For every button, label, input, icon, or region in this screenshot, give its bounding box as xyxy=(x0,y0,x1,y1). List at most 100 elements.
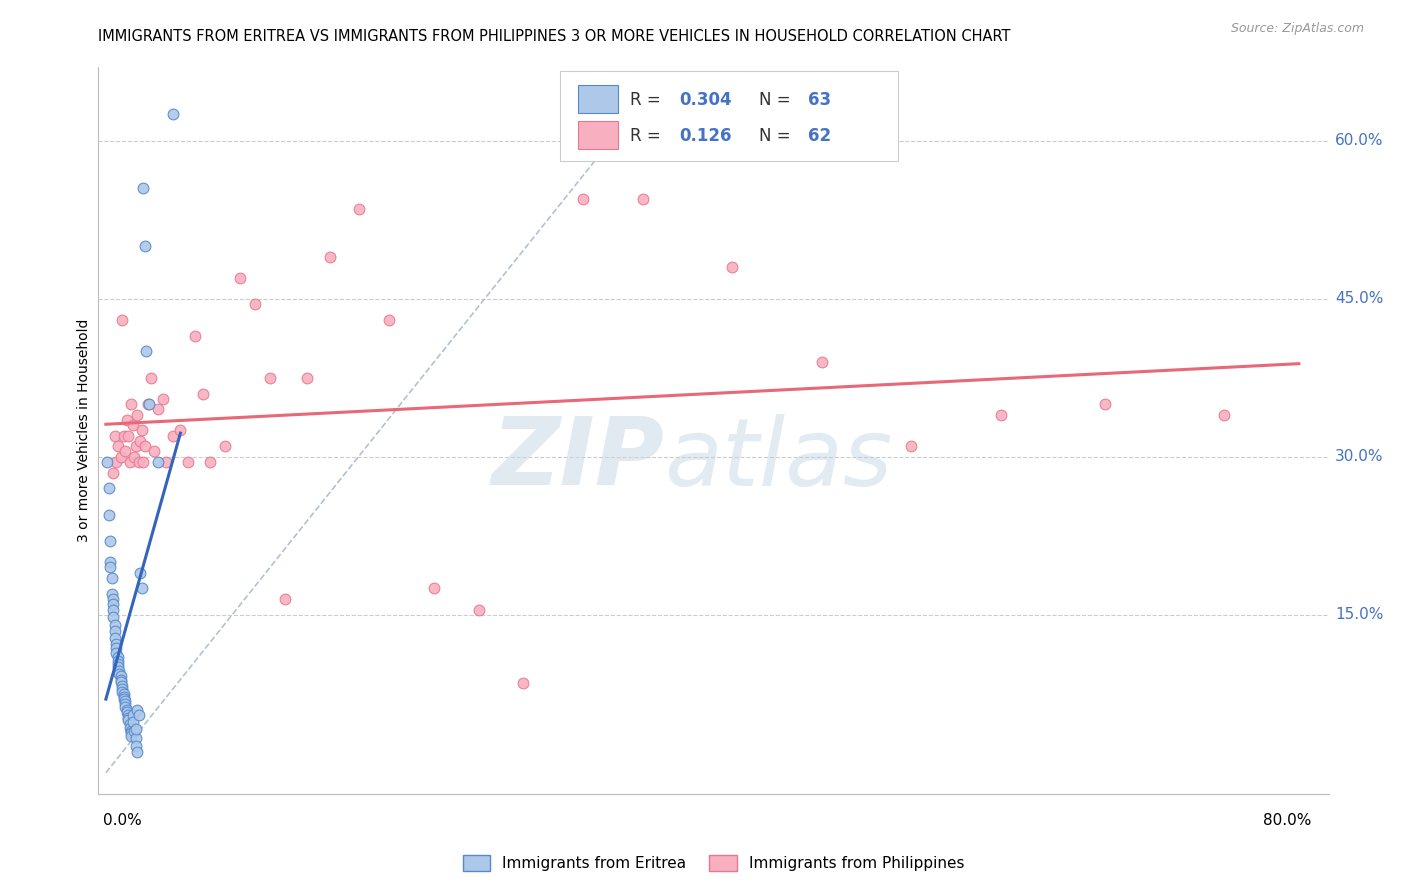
Point xyxy=(98,534,121,549)
Text: Source: ZipAtlas.com: Source: ZipAtlas.com xyxy=(1230,22,1364,36)
Point xyxy=(114,444,136,458)
Point xyxy=(118,721,141,735)
Point xyxy=(152,392,174,406)
Point xyxy=(103,610,125,624)
Point xyxy=(990,408,1012,422)
Point xyxy=(318,250,340,264)
Point xyxy=(111,684,134,698)
Text: 0.304: 0.304 xyxy=(679,91,731,109)
Y-axis label: 3 or more Vehicles in Household: 3 or more Vehicles in Household xyxy=(77,318,91,542)
Point xyxy=(125,739,148,754)
Point xyxy=(121,715,143,730)
Point xyxy=(107,657,129,672)
Point xyxy=(274,591,297,606)
Text: atlas: atlas xyxy=(665,414,893,505)
Point xyxy=(128,455,150,469)
Point xyxy=(112,428,135,442)
Text: N =: N = xyxy=(759,91,796,109)
Point xyxy=(105,637,128,651)
Point xyxy=(121,707,143,722)
Point xyxy=(200,455,222,469)
Point xyxy=(98,560,121,574)
Point xyxy=(136,397,159,411)
Text: 62: 62 xyxy=(808,127,831,145)
Point xyxy=(107,654,129,668)
Point xyxy=(120,397,142,411)
Point xyxy=(142,444,165,458)
Point xyxy=(107,660,129,674)
Text: 15.0%: 15.0% xyxy=(1334,607,1384,623)
Point xyxy=(105,455,128,469)
Text: 30.0%: 30.0% xyxy=(1334,450,1384,464)
Point xyxy=(214,439,236,453)
Point xyxy=(191,386,214,401)
Point xyxy=(135,344,157,359)
Point xyxy=(120,729,142,743)
Point xyxy=(122,723,145,738)
Point xyxy=(127,745,149,759)
Point xyxy=(1213,408,1236,422)
Point xyxy=(162,107,184,121)
Point xyxy=(114,698,136,712)
Point xyxy=(631,192,654,206)
Text: 0.126: 0.126 xyxy=(679,127,731,145)
Point xyxy=(900,439,922,453)
Point xyxy=(118,455,141,469)
Point xyxy=(97,481,120,495)
Point xyxy=(378,312,401,326)
Point xyxy=(117,713,139,727)
Point xyxy=(229,270,252,285)
Point xyxy=(112,692,135,706)
Point xyxy=(184,328,207,343)
Point xyxy=(97,508,120,522)
Point xyxy=(467,602,489,616)
Point xyxy=(117,707,139,722)
Point xyxy=(104,631,127,645)
Point xyxy=(115,703,138,717)
Text: N =: N = xyxy=(759,127,796,145)
Point xyxy=(139,370,162,384)
Point xyxy=(125,439,148,453)
Point xyxy=(132,181,155,195)
Point xyxy=(104,428,127,442)
Point xyxy=(1094,397,1116,411)
Point xyxy=(134,439,156,453)
Point xyxy=(131,582,153,596)
Point xyxy=(101,571,124,585)
Point xyxy=(107,439,129,453)
Text: 45.0%: 45.0% xyxy=(1334,291,1384,306)
Point xyxy=(108,666,131,681)
Text: IMMIGRANTS FROM ERITREA VS IMMIGRANTS FROM PHILIPPINES 3 OR MORE VEHICLES IN HOU: IMMIGRANTS FROM ERITREA VS IMMIGRANTS FR… xyxy=(98,29,1011,44)
Point xyxy=(129,566,152,580)
Text: 80.0%: 80.0% xyxy=(1264,814,1312,828)
Point xyxy=(118,717,141,731)
Point xyxy=(121,418,143,433)
Point xyxy=(128,707,150,722)
Point xyxy=(125,731,148,745)
Point xyxy=(572,192,595,206)
Point xyxy=(103,602,125,616)
Point xyxy=(117,428,139,442)
Point xyxy=(111,680,134,694)
Point xyxy=(120,725,142,739)
Point xyxy=(114,694,136,708)
Point xyxy=(112,690,135,704)
FancyBboxPatch shape xyxy=(578,121,617,149)
Point xyxy=(721,260,744,274)
Point xyxy=(125,722,148,736)
Point xyxy=(115,413,138,427)
Point xyxy=(138,397,160,411)
Point xyxy=(169,424,191,438)
Text: 0.0%: 0.0% xyxy=(103,814,142,828)
Point xyxy=(112,687,135,701)
Point xyxy=(104,624,127,638)
Point xyxy=(111,312,134,326)
Point xyxy=(98,555,121,569)
Point xyxy=(146,402,169,417)
Point xyxy=(120,723,142,738)
Point xyxy=(146,455,169,469)
Point xyxy=(103,591,125,606)
Point xyxy=(122,450,145,464)
Point xyxy=(103,597,125,611)
Point xyxy=(110,673,132,687)
